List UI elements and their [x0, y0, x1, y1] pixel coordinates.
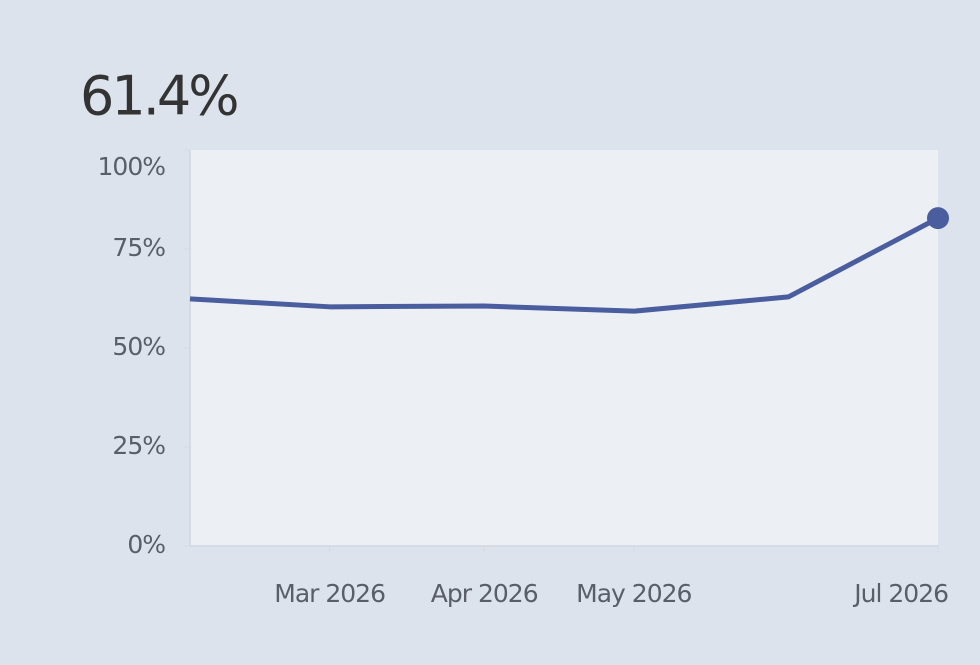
y-tick-label: 50% — [112, 332, 165, 361]
x-tick-label: Mar 2026 — [274, 579, 385, 608]
y-tick-label: 100% — [98, 152, 166, 181]
series-line — [189, 215, 940, 314]
plot-area — [190, 150, 938, 546]
x-tick-label: Jul 2026 — [852, 579, 948, 608]
headline: 61.4% — [80, 65, 237, 128]
y-tick-label: 25% — [112, 431, 165, 460]
end-point — [927, 207, 949, 230]
y-tick-label: 75% — [112, 233, 165, 262]
y-tick-label: 0% — [127, 530, 165, 559]
x-tick-label: May 2026 — [576, 579, 691, 608]
x-tick-label: Apr 2026 — [431, 579, 538, 608]
